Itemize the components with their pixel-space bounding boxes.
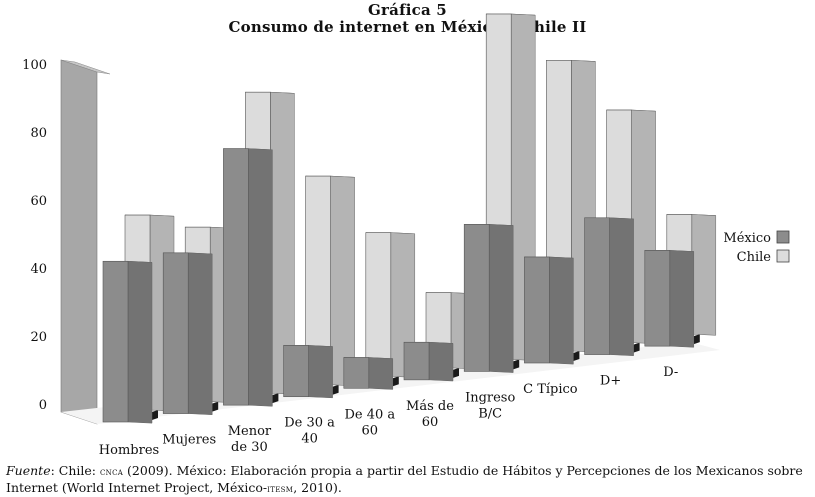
- category-label: Hombres: [99, 443, 159, 458]
- source-text-1: : Chile:: [50, 463, 100, 478]
- category-label: Más de: [406, 399, 454, 414]
- source-abbr-2: ITESM: [267, 484, 294, 495]
- chart-left-wall: [60, 59, 98, 425]
- y-tick-label: 80: [30, 126, 47, 141]
- chart-shadows: [152, 334, 700, 420]
- category-label: D+: [600, 374, 621, 389]
- legend-swatch: [776, 249, 790, 263]
- source-label: Fuente: [6, 463, 51, 478]
- bar-mexico: [162, 252, 213, 415]
- y-tick-label: 0: [39, 398, 47, 413]
- floor-shadow: [573, 351, 580, 362]
- y-tick-label: 20: [30, 330, 47, 345]
- bar-mexico: [102, 260, 153, 424]
- category-label: D-: [663, 365, 678, 380]
- bar-mexico: [403, 341, 454, 382]
- bar-mexico: [644, 250, 695, 348]
- y-tick-label: 60: [30, 194, 47, 209]
- source-note: Fuente: Chile: CNCA (2009). México: Elab…: [6, 463, 814, 497]
- floor-shadow: [272, 393, 279, 404]
- source-text-2: (2009). México: Elaboración propia a par…: [6, 463, 803, 495]
- bar-mexico: [343, 357, 394, 390]
- category-label: De 30 a: [284, 416, 335, 431]
- category-label: De 40 a: [344, 407, 395, 422]
- floor-shadow: [152, 410, 158, 420]
- bar-chile: [365, 232, 416, 378]
- legend-label: México: [723, 231, 771, 246]
- legend-swatch: [776, 230, 790, 244]
- floor-shadow: [633, 342, 640, 353]
- figure-title: Gráfica 5: [368, 1, 447, 19]
- chart-wall-top: [60, 59, 111, 75]
- bar-mexico: [223, 148, 273, 407]
- bar-mexico: [463, 224, 514, 373]
- y-tick-label: 40: [30, 262, 47, 277]
- chart-bars: [102, 13, 717, 424]
- category-label: 40: [301, 432, 318, 447]
- category-label: C Típico: [523, 382, 578, 397]
- category-label: de 30: [231, 440, 268, 455]
- floor-shadow: [212, 401, 219, 412]
- source-text-3: , 2010).: [293, 480, 342, 495]
- category-label: Mujeres: [162, 433, 216, 448]
- floor-shadow: [392, 376, 399, 387]
- category-label: Ingreso: [465, 390, 515, 405]
- floor-shadow: [453, 367, 459, 378]
- category-label: 60: [362, 423, 379, 438]
- floor-shadow: [513, 359, 520, 370]
- source-abbr-1: CNCA: [99, 467, 124, 478]
- bar-mexico: [283, 345, 333, 399]
- category-label: B/C: [478, 406, 502, 421]
- legend: México Chile: [723, 230, 790, 265]
- bar-mexico: [584, 217, 634, 356]
- floor-shadow: [693, 334, 700, 345]
- y-axis: 0 20 40 60 80 100: [22, 58, 47, 413]
- legend-label: Chile: [737, 250, 772, 265]
- y-tick-label: 100: [22, 58, 47, 73]
- bar-mexico: [524, 256, 574, 365]
- category-label: 60: [422, 415, 439, 430]
- floor-shadow: [332, 384, 339, 395]
- category-label: Menor: [228, 424, 272, 439]
